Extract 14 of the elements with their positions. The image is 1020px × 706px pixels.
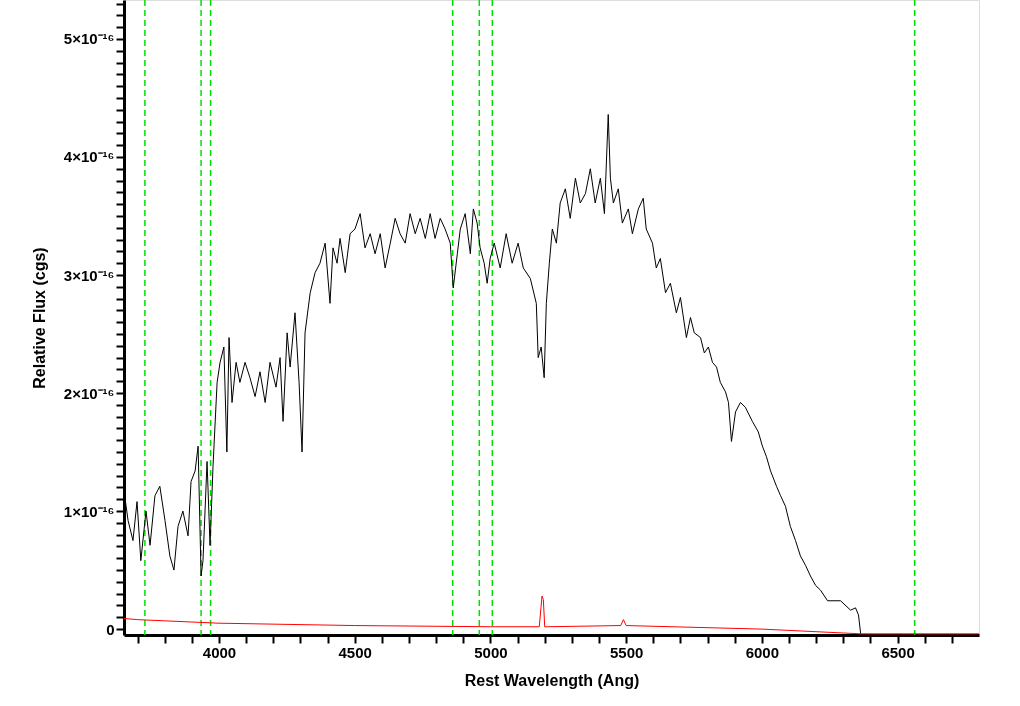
x-tick-label: 4000 [202,643,237,661]
y-tick-label: 0 [106,620,115,638]
y-tick-label: 5×10⁻¹⁶ [63,30,115,48]
y-tick-label: 3×10⁻¹⁶ [63,266,115,284]
y-axis-title: Relative Flux (cgs) [30,247,48,389]
x-tick-label: 4500 [338,643,372,661]
x-tick-label: 6500 [881,643,915,661]
x-axis-title: Rest Wavelength (Ang) [464,671,640,689]
y-tick-label: 4×10⁻¹⁶ [63,148,115,166]
x-tick-label: 5500 [609,643,644,661]
x-tick-label: 5000 [474,643,508,661]
y-tick-label: 2×10⁻¹⁶ [63,384,115,402]
x-tick-label: 6000 [745,643,780,661]
y-tick-label: 1×10⁻¹⁶ [63,502,115,520]
